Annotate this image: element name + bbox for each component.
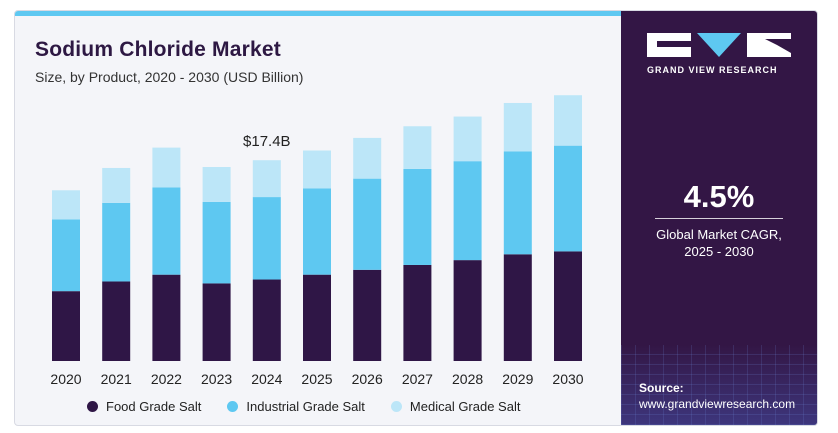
cagr-label: Global Market CAGR, 2025 - 2030 [621, 226, 817, 260]
chart-subtitle: Size, by Product, 2020 - 2030 (USD Billi… [35, 69, 304, 85]
logo-marks [647, 33, 793, 57]
bar-food-2028 [453, 260, 482, 361]
x-tick-label-2020: 2020 [50, 371, 81, 387]
x-tick-label-2027: 2027 [402, 371, 433, 387]
logo-text: GRAND VIEW RESEARCH [647, 65, 778, 75]
bar-food-2023 [202, 283, 231, 361]
logo-mark-g [647, 33, 691, 57]
cagr-divider [655, 218, 783, 219]
legend-item-medical: Medical Grade Salt [390, 399, 521, 414]
accent-bar [15, 11, 621, 16]
bar-food-2029 [503, 254, 532, 361]
x-tick-label-2021: 2021 [101, 371, 132, 387]
bar-industrial-2024 [252, 197, 281, 280]
bar-food-2030 [554, 251, 582, 361]
logo-mark-v [697, 33, 741, 57]
legend-label-food: Food Grade Salt [106, 399, 202, 414]
x-tick-label-2029: 2029 [502, 371, 533, 387]
bar-industrial-2022 [152, 187, 181, 275]
bar-industrial-2027 [403, 168, 432, 265]
x-tick-label-2023: 2023 [201, 371, 232, 387]
source-label: Source: [639, 381, 684, 395]
bar-food-2026 [353, 269, 382, 361]
bar-food-2025 [303, 274, 331, 361]
legend-label-medical: Medical Grade Salt [409, 399, 521, 414]
x-tick-label-2025: 2025 [301, 371, 332, 387]
bar-medical-2029 [503, 102, 532, 152]
x-tick-label-2030: 2030 [552, 371, 583, 387]
x-tick-label-2024: 2024 [251, 371, 282, 387]
bar-industrial-2029 [503, 151, 532, 255]
bar-medical-2026 [353, 137, 382, 179]
bar-medical-2027 [403, 126, 432, 169]
bar-medical-2020 [52, 190, 80, 220]
bar-medical-2021 [102, 167, 131, 203]
bar-industrial-2023 [202, 201, 231, 284]
logo-mark-r [747, 33, 791, 57]
bar-medical-2028 [453, 116, 482, 162]
source: Source: www.grandviewresearch.com [639, 381, 795, 411]
bar-industrial-2030 [554, 145, 582, 252]
bar-food-2027 [403, 264, 432, 361]
chart-title: Sodium Chloride Market [35, 38, 281, 61]
stacked-bar-chart: 2020 2021 2022 2023 2024 $17.4B 2025 2026 2027 20… [50, 95, 584, 387]
bar-food-2024 [252, 279, 281, 361]
legend-item-industrial: Industrial Grade Salt [227, 399, 365, 414]
annotation-label: $17.4B [243, 133, 291, 150]
cagr-label-line1: Global Market CAGR, [656, 227, 782, 242]
legend-swatch-industrial [227, 401, 239, 412]
legend: Food Grade Salt Industrial Grade Salt Me… [87, 399, 520, 414]
grand-view-research-logo: GRAND VIEW RESEARCH [647, 33, 793, 75]
bar-food-2021 [102, 281, 131, 361]
bar-food-2020 [52, 291, 80, 361]
bar-industrial-2028 [453, 161, 482, 261]
bar-industrial-2026 [353, 178, 382, 270]
summary-panel: GRAND VIEW RESEARCH 4.5% Global Market C… [621, 11, 817, 425]
chart-panel: Sodium Chloride Market Size, by Product,… [15, 16, 621, 425]
bar-medical-2030 [554, 95, 582, 146]
decorative-grid [621, 345, 817, 425]
x-tick-label-2026: 2026 [352, 371, 383, 387]
bar-industrial-2020 [52, 219, 80, 292]
legend-item-food: Food Grade Salt [87, 399, 201, 414]
legend-swatch-medical [390, 401, 402, 412]
cagr-label-line2: 2025 - 2030 [684, 244, 754, 259]
bar-industrial-2021 [102, 202, 131, 282]
bar-medical-2025 [303, 150, 331, 189]
bar-medical-2023 [202, 167, 231, 202]
bar-food-2022 [152, 274, 181, 361]
legend-label-industrial: Industrial Grade Salt [246, 399, 365, 414]
x-tick-label-2028: 2028 [452, 371, 483, 387]
bar-industrial-2025 [303, 188, 331, 275]
infographic-card: Sodium Chloride Market Size, by Product,… [14, 10, 818, 426]
x-tick-label-2022: 2022 [151, 371, 182, 387]
source-link[interactable]: www.grandviewresearch.com [639, 397, 796, 411]
bar-medical-2022 [152, 147, 181, 188]
cagr-value: 4.5% [683, 179, 755, 214]
legend-swatch-food [87, 401, 98, 412]
bar-medical-2024 [252, 160, 281, 198]
